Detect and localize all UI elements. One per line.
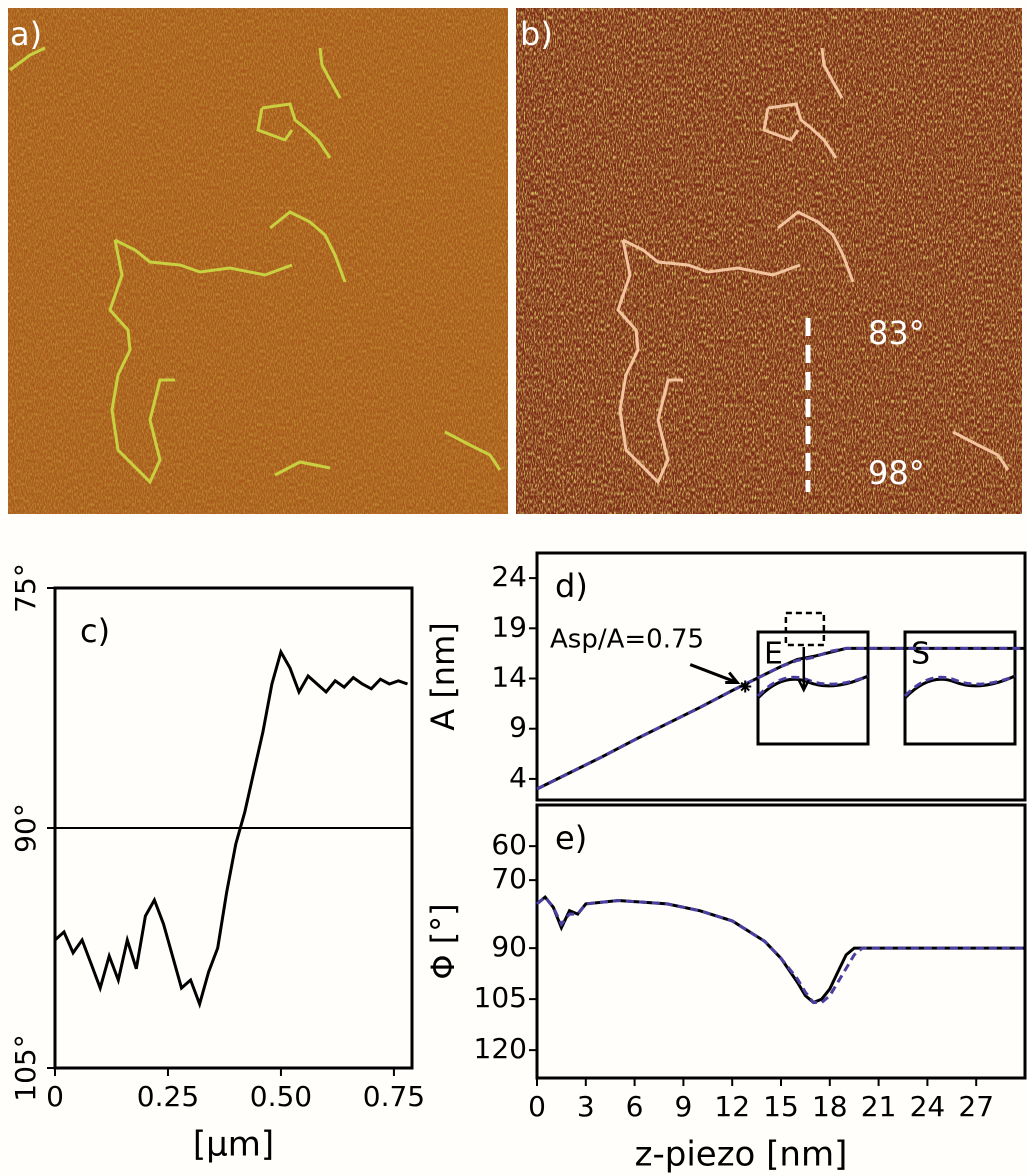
x-tick-label: 0.25 [137,1080,199,1113]
plot-frame [535,803,1027,1080]
y-tick-label: 90° [9,803,42,853]
x-tick-label: 3 [577,1090,595,1123]
x-tick-label: 0 [46,1080,64,1113]
y-tick-label: 105° [9,1034,42,1101]
zoom-arrow [797,647,810,693]
y-tick-label: 90 [491,930,527,963]
y-tick-label: 60 [491,828,527,861]
y-tick-label: 120 [474,1032,527,1065]
x-tick-label: 24 [910,1090,946,1123]
panel-label: e) [555,819,587,857]
x-tick-label: 18 [812,1090,848,1123]
x-tick-label: 27 [958,1090,994,1123]
data-line [536,894,1025,1004]
x-tick-label: 9 [674,1090,692,1123]
inset-label: S [911,637,930,672]
y-tick-label: 9 [509,711,527,744]
data-line [536,646,1025,791]
x-tick-label: 0 [528,1090,546,1123]
panel-label: a) [10,15,42,53]
inset-label: E [764,637,783,672]
panel-a: a) [8,8,508,514]
zoom-box [784,611,826,647]
x-tick-label: 21 [861,1090,897,1123]
annotation: 83° [868,314,925,352]
x-axis-label: [µm] [193,1125,274,1165]
y-tick-label: 24 [491,560,527,593]
y-tick-label: 70 [491,862,527,895]
panel-label: d) [555,567,588,605]
y-tick-label: 75° [9,563,42,613]
x-tick-label: 15 [763,1090,799,1123]
y-tick-label: 4 [509,761,527,794]
y-tick-label: 14 [491,661,527,694]
annotation: 98° [868,454,925,492]
y-tick-label: 105 [474,981,527,1014]
panel-b: b) 83° 98° [516,8,1022,514]
inset-frame [903,630,1017,746]
data-line [536,894,1025,1005]
annotation: Asp/A=0.75 [550,625,704,655]
inset-frame [756,630,870,746]
y-axis-label: A [nm] [424,622,462,730]
y-axis-label: Φ [°] [424,903,462,979]
annotation-arrow [689,663,741,685]
annotation-point [739,680,752,693]
x-tick-label: 0.50 [250,1080,312,1113]
inset-curve [903,674,1016,698]
y-tick-label: 19 [491,610,527,643]
x-tick-label: 0.75 [363,1080,425,1113]
panel-label: b) [520,15,553,53]
x-axis-label: z-piezo [nm] [635,1135,848,1175]
data-line [54,648,408,1009]
x-tick-label: 12 [714,1090,750,1123]
x-tick-label: 6 [626,1090,644,1123]
panel-label: c) [80,612,110,650]
